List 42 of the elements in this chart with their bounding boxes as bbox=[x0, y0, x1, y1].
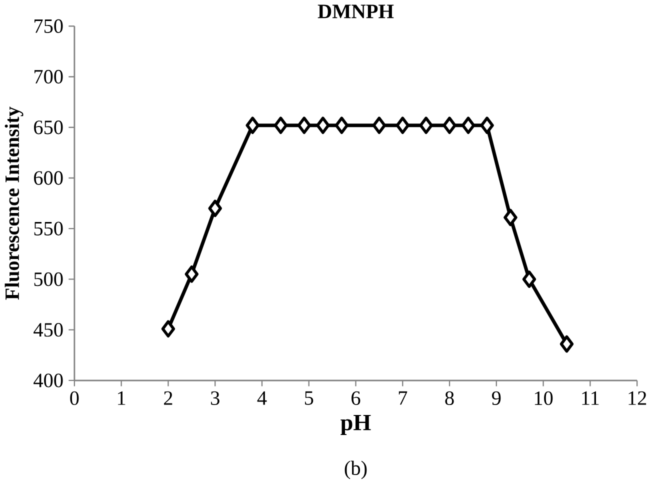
point bbox=[316, 116, 330, 134]
x-tick-label: 2 bbox=[164, 391, 172, 405]
x-tick-label: 9 bbox=[492, 391, 501, 405]
point bbox=[396, 116, 410, 134]
x-axis-title: pH bbox=[340, 414, 371, 436]
x-tick-label: 1 bbox=[118, 391, 126, 405]
point bbox=[246, 116, 260, 134]
y-tick-label: 600 bbox=[34, 171, 63, 185]
point bbox=[297, 116, 312, 134]
chart-title: DMNPH bbox=[318, 4, 394, 18]
y-tick-label: 400 bbox=[34, 374, 63, 388]
point bbox=[161, 320, 176, 338]
point bbox=[442, 116, 456, 134]
x-tick-label: 7 bbox=[398, 391, 408, 405]
point bbox=[522, 270, 536, 288]
y-tick-label: 750 bbox=[34, 19, 63, 33]
x-tick-label: 10 bbox=[534, 391, 553, 406]
point bbox=[480, 116, 494, 134]
text: (b) bbox=[344, 460, 367, 480]
y-tick-label: 500 bbox=[34, 272, 63, 286]
x-tick-label: 11 bbox=[582, 391, 599, 405]
point bbox=[372, 116, 386, 134]
point bbox=[504, 208, 518, 226]
point bbox=[208, 200, 222, 218]
x-tick-label: 8 bbox=[445, 391, 454, 406]
y-tick-label: 700 bbox=[34, 70, 63, 84]
point bbox=[560, 335, 574, 353]
x-tick-label: 12 bbox=[628, 391, 646, 405]
point bbox=[274, 116, 288, 134]
x-tick-label: 0 bbox=[70, 391, 79, 406]
y-tick-label: 450 bbox=[34, 323, 63, 337]
x-tick-label: 4 bbox=[257, 391, 267, 405]
y-axis-title: Fluorescence Intensity bbox=[4, 106, 24, 300]
point bbox=[461, 116, 476, 134]
x-tick-label: 3 bbox=[211, 391, 220, 405]
y-tick-label: 550 bbox=[34, 222, 63, 236]
point bbox=[419, 116, 433, 134]
y-tick-label: 650 bbox=[34, 120, 63, 134]
x-tick-label: 5 bbox=[304, 391, 314, 405]
x-tick-label: 6 bbox=[352, 391, 360, 405]
point bbox=[184, 266, 199, 283]
point bbox=[334, 116, 349, 134]
